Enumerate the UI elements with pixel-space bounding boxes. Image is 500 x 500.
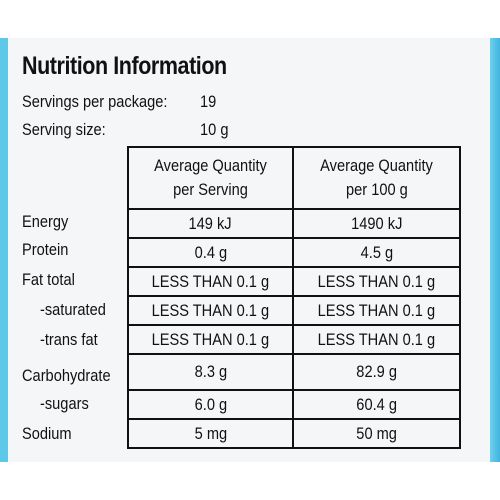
nutrition-table: Average Quantity per Serving Average Qua…	[126, 146, 461, 449]
cell-energy-100g: 1490 kJ	[292, 208, 461, 239]
table-row: 6.0 g 60.4 g	[126, 389, 461, 420]
header-per-serving: Average Quantity per Serving	[126, 146, 295, 210]
table-row: LESS THAN 0.1 g LESS THAN 0.1 g	[126, 295, 461, 326]
table-row: LESS THAN 0.1 g LESS THAN 0.1 g	[126, 266, 461, 297]
serving-size-value: 10 g	[200, 120, 229, 139]
cell-carbohydrate-serving: 8.3 g	[126, 353, 295, 391]
servings-value: 19	[200, 92, 217, 111]
cell-carbohydrate-100g: 82.9 g	[292, 353, 461, 391]
serving-size-label: Serving size:	[22, 120, 106, 139]
row-label-protein: Protein	[22, 240, 69, 259]
servings-label: Servings per package:	[22, 92, 168, 111]
cell-sugars-100g: 60.4 g	[292, 389, 461, 420]
row-label-fat-total: Fat total	[22, 270, 75, 289]
table-row: 5 mg 50 mg	[126, 418, 461, 449]
panel-title: Nutrition Information	[22, 52, 227, 80]
package-edge-left	[0, 38, 8, 462]
row-label-saturated: -saturated	[40, 300, 106, 319]
row-label-sodium: Sodium	[22, 424, 72, 443]
cell-trans-fat-100g: LESS THAN 0.1 g	[292, 324, 461, 355]
row-label-energy: Energy	[22, 212, 69, 231]
cell-trans-fat-serving: LESS THAN 0.1 g	[126, 324, 295, 355]
cell-energy-serving: 149 kJ	[126, 208, 295, 239]
cell-protein-serving: 0.4 g	[126, 237, 295, 268]
table-row: LESS THAN 0.1 g LESS THAN 0.1 g	[126, 324, 461, 355]
cell-saturated-serving: LESS THAN 0.1 g	[126, 295, 295, 326]
table-header-row: Average Quantity per Serving Average Qua…	[126, 146, 461, 210]
cell-sodium-100g: 50 mg	[292, 418, 461, 449]
cell-fat-total-100g: LESS THAN 0.1 g	[292, 266, 461, 297]
table-row: 149 kJ 1490 kJ	[126, 208, 461, 239]
cell-sugars-serving: 6.0 g	[126, 389, 295, 420]
header-per-100g: Average Quantity per 100 g	[292, 146, 461, 210]
cell-saturated-100g: LESS THAN 0.1 g	[292, 295, 461, 326]
cell-sodium-serving: 5 mg	[126, 418, 295, 449]
table-row: 0.4 g 4.5 g	[126, 237, 461, 268]
package-edge-right	[490, 38, 500, 462]
cell-protein-100g: 4.5 g	[292, 237, 461, 268]
row-label-carbohydrate: Carbohydrate	[22, 366, 111, 385]
table-row: 8.3 g 82.9 g	[126, 353, 461, 391]
row-label-trans-fat: -trans fat	[40, 330, 98, 349]
row-label-sugars: -sugars	[40, 394, 89, 413]
cell-fat-total-serving: LESS THAN 0.1 g	[126, 266, 295, 297]
